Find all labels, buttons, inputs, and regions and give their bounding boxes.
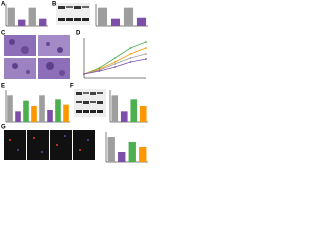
bar — [55, 99, 61, 122]
bar — [128, 142, 136, 162]
panel-label: C — [1, 31, 6, 37]
bar — [28, 7, 36, 27]
bar — [7, 7, 15, 27]
point — [145, 58, 147, 60]
bar — [130, 99, 138, 122]
bar — [97, 7, 108, 27]
point — [98, 70, 101, 72]
point — [129, 53, 132, 55]
bar — [7, 95, 13, 122]
bar — [123, 7, 134, 27]
panel-label: D — [76, 31, 81, 37]
point — [114, 66, 116, 68]
bar — [31, 106, 37, 122]
bar — [136, 17, 147, 26]
point — [145, 47, 147, 49]
figure: A B C D E F G — [1, 2, 148, 163]
panel-label: E — [1, 84, 5, 90]
panel-label: B — [52, 2, 57, 8]
panel-label: G — [1, 125, 6, 131]
bar — [39, 18, 47, 26]
point — [114, 57, 116, 59]
bar — [18, 19, 26, 26]
point — [114, 61, 116, 63]
bar — [120, 111, 128, 122]
bar — [39, 95, 45, 122]
fluorescence — [4, 130, 95, 160]
bar — [110, 18, 121, 26]
blot — [56, 3, 90, 25]
blot — [74, 89, 106, 117]
bar — [47, 110, 53, 122]
bar — [118, 152, 126, 162]
bar — [139, 106, 147, 122]
bar — [15, 111, 21, 122]
bar — [107, 137, 115, 162]
point — [145, 41, 147, 43]
panel-label: F — [70, 84, 74, 90]
point — [129, 61, 132, 63]
micrograph — [4, 35, 70, 79]
point — [129, 57, 132, 59]
point — [145, 53, 147, 55]
point — [83, 73, 85, 75]
point — [114, 63, 116, 65]
point — [129, 47, 132, 49]
bar — [139, 147, 147, 162]
bar — [23, 100, 29, 122]
bar — [63, 104, 69, 122]
bar — [111, 95, 119, 122]
panel-label: A — [1, 2, 6, 8]
